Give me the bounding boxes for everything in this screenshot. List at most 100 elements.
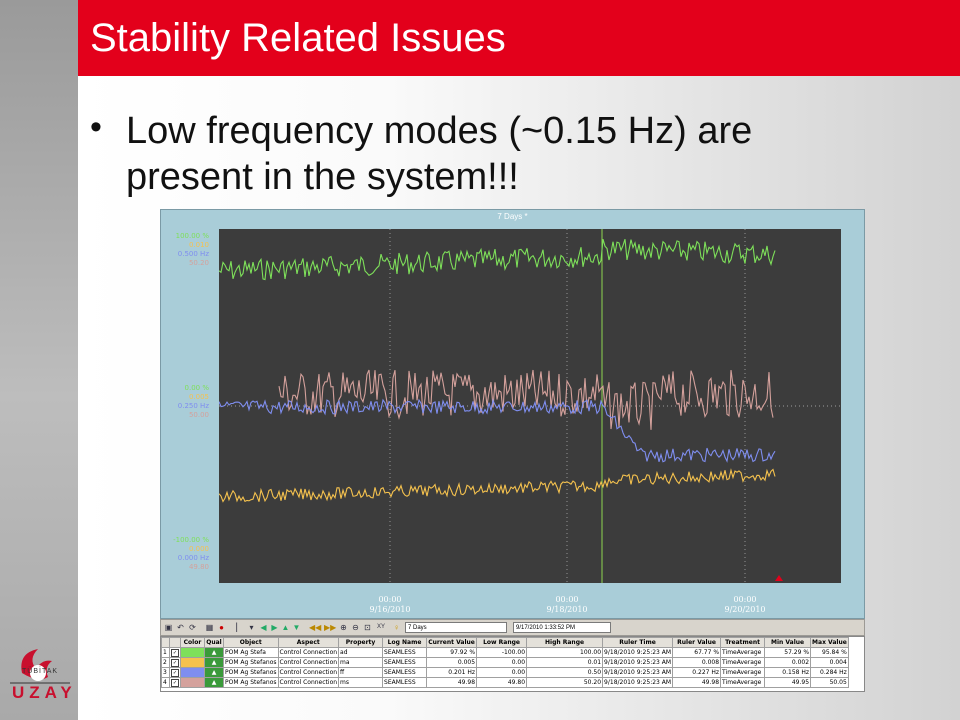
cell-ruler-time: 9/18/2010 9:25:23 AM xyxy=(602,657,674,668)
zoom-out-icon[interactable]: ⊖ xyxy=(352,623,359,632)
zoom-in-icon[interactable]: ⊕ xyxy=(340,623,347,632)
bulb-icon[interactable]: ♀ xyxy=(393,623,400,632)
row-checkbox[interactable]: ✓ xyxy=(169,677,181,688)
x-tick-1: 00:00 9/16/2010 xyxy=(360,595,420,615)
checkbox-icon[interactable]: ✓ xyxy=(171,658,179,667)
header-object[interactable]: Object xyxy=(223,637,279,648)
cell-object: POM Ag Stefanos xyxy=(223,667,279,678)
logo-small-text: TÜBİTAK xyxy=(22,668,59,675)
xy-button[interactable]: XY xyxy=(376,624,385,630)
trace-ff xyxy=(219,398,776,463)
cell-current-value: 0.201 Hz xyxy=(426,667,478,678)
header-log-name[interactable]: Log Name xyxy=(382,637,428,648)
y-bot-ad: -100.00 % xyxy=(173,536,209,544)
bullet-marker: • xyxy=(90,108,102,146)
header-treatment[interactable]: Treatment xyxy=(720,637,766,648)
trend-toolbar: ▣ ↶ ⟳ ▦ ● ▏ ▾ ◀ ▶ ▲ ▼ ◀◀ ▶▶ ⊕ ⊖ ⊡ XY ♀ 7… xyxy=(160,619,865,636)
undo-icon[interactable]: ↶ xyxy=(177,623,184,632)
table-icon[interactable]: ▦ xyxy=(205,623,214,632)
trace-ad xyxy=(219,239,776,281)
rewind-icon[interactable]: ◀◀ xyxy=(309,623,322,632)
header-aspect[interactable]: Aspect xyxy=(277,637,340,648)
cell-property: ad xyxy=(338,647,384,658)
header-qual[interactable]: Qual xyxy=(204,637,224,648)
cell-object: POM Ag Stefa xyxy=(223,647,279,658)
save-icon[interactable]: ▣ xyxy=(164,623,173,632)
time-input[interactable]: 9/17/2010 1:33:52 PM xyxy=(513,622,611,633)
header-ruler-time[interactable]: Ruler Time xyxy=(602,637,674,648)
table-row[interactable]: 4 ✓ ▲ POM Ag Stefanos Control Connection ms SE… xyxy=(161,677,849,688)
checkbox-icon[interactable]: ✓ xyxy=(171,678,179,687)
row-color-swatch[interactable] xyxy=(180,657,205,668)
checkbox-icon[interactable]: ✓ xyxy=(171,668,179,677)
cell-current-value: 97.92 % xyxy=(426,647,478,658)
cell-min-value: 57.29 % xyxy=(764,647,812,658)
up-arrow-icon[interactable]: ▲ xyxy=(281,623,290,632)
cell-high-range: 100.00 xyxy=(526,647,604,658)
fast-forward-icon[interactable]: ▶▶ xyxy=(324,623,337,632)
row-color-swatch[interactable] xyxy=(180,677,205,688)
x-tick-3-date: 9/20/2010 xyxy=(724,605,766,614)
y-axis-mid-labels: 0.00 % 0.005 0.250 Hz 50.00 xyxy=(161,384,209,420)
down-arrow-icon[interactable]: ▼ xyxy=(292,623,301,632)
x-tick-2-time: 00:00 xyxy=(555,595,579,604)
cell-max-value: 95.84 % xyxy=(810,647,849,658)
checkbox-icon[interactable]: ✓ xyxy=(171,648,179,657)
slide-title: Stability Related Issues xyxy=(90,16,506,60)
cell-max-value: 50.05 xyxy=(810,677,849,688)
header-min-value[interactable]: Min Value xyxy=(764,637,812,648)
left-arrow-icon[interactable]: ◀ xyxy=(260,623,267,632)
cell-low-range: 0.00 xyxy=(476,667,528,678)
plot-background xyxy=(219,229,841,583)
row-color-swatch[interactable] xyxy=(180,667,205,678)
row-color-swatch[interactable] xyxy=(180,647,205,658)
cursor-icon[interactable]: ▏ xyxy=(236,623,243,632)
ruler-marker xyxy=(775,575,783,581)
cell-object: POM Ag Stefanos xyxy=(223,677,279,688)
cell-low-range: 0.00 xyxy=(476,657,528,668)
row-checkbox[interactable]: ✓ xyxy=(169,657,181,668)
logo-text: UZAY xyxy=(12,683,77,702)
table-row[interactable]: 1 ✓ ▲ POM Ag Stefa Control Connection ad SEAML… xyxy=(161,647,849,658)
x-tick-3-time: 00:00 xyxy=(733,595,757,604)
cell-property: ff xyxy=(338,667,384,678)
y-mid-ff: 0.250 Hz xyxy=(177,402,209,410)
trend-table: Color Qual Object Aspect Property Log Na… xyxy=(160,636,865,692)
left-margin-band xyxy=(0,0,78,720)
x-tick-2-date: 9/18/2010 xyxy=(546,605,588,614)
refresh-icon[interactable]: ⟳ xyxy=(189,623,196,632)
table-row[interactable]: 3 ✓ ▲ POM Ag Stefanos Control Connection ff SE… xyxy=(161,667,849,678)
trend-plot[interactable] xyxy=(219,229,841,583)
bullet-text: Low frequency modes (~0.15 Hz) are prese… xyxy=(126,110,753,198)
row-checkbox[interactable]: ✓ xyxy=(169,647,181,658)
header-low-range[interactable]: Low Range xyxy=(476,637,528,648)
cell-ruler-time: 9/18/2010 9:25:23 AM xyxy=(602,647,674,658)
cell-log-name: SEAMLESS xyxy=(382,667,428,678)
header-max-value[interactable]: Max Value xyxy=(810,637,849,648)
dropdown-icon[interactable]: ▾ xyxy=(249,623,254,632)
right-arrow-icon[interactable]: ▶ xyxy=(271,623,278,632)
y-mid-ad: 0.00 % xyxy=(184,384,209,392)
stop-icon[interactable]: ● xyxy=(219,623,224,632)
cell-high-range: 50.20 xyxy=(526,677,604,688)
header-high-range[interactable]: High Range xyxy=(526,637,604,648)
cell-property: ms xyxy=(338,677,384,688)
range-select[interactable]: 7 Days xyxy=(405,622,507,633)
row-checkbox[interactable]: ✓ xyxy=(169,667,181,678)
cell-treatment: TimeAverage xyxy=(720,677,766,688)
cell-current-value: 49.98 xyxy=(426,677,478,688)
header-property[interactable]: Property xyxy=(338,637,384,648)
trace-ms xyxy=(278,369,774,430)
fit-icon[interactable]: ⊡ xyxy=(364,623,371,632)
row-number: 4 xyxy=(161,677,170,688)
header-check xyxy=(169,637,181,648)
cell-min-value: 49.95 xyxy=(764,677,812,688)
header-ruler-value[interactable]: Ruler Value xyxy=(672,637,722,648)
quality-icon: ▲ xyxy=(204,647,224,658)
quality-icon: ▲ xyxy=(204,667,224,678)
table-row[interactable]: 2 ✓ ▲ POM Ag Stefanos Control Connection ma SE… xyxy=(161,657,849,668)
header-current-value[interactable]: Current Value xyxy=(426,637,478,648)
header-color[interactable]: Color xyxy=(180,637,205,648)
y-top-ma: 0.010 xyxy=(188,241,209,249)
cell-min-value: 0.158 Hz xyxy=(764,667,812,678)
